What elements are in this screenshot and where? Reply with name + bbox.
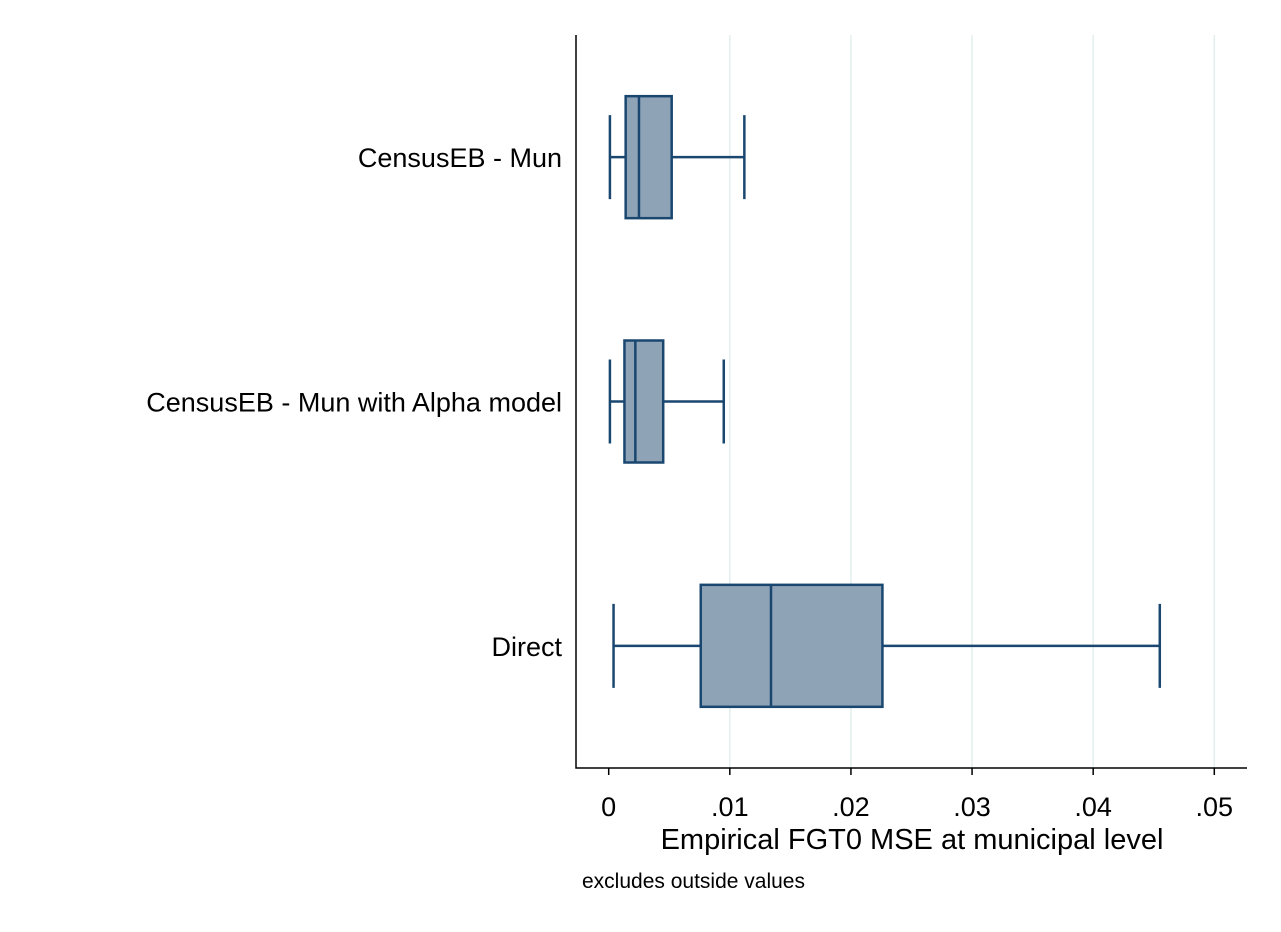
x-tick-label: .04 (1074, 792, 1112, 822)
x-tick-label: 0 (601, 792, 616, 822)
x-tick-label: .03 (953, 792, 991, 822)
iqr-box (699, 583, 884, 709)
category-label: CensusEB - Mun (358, 143, 562, 173)
axis-frame (575, 35, 1247, 769)
box-series (608, 94, 1162, 709)
category-label: Direct (491, 632, 562, 662)
category-label: CensusEB - Mun with Alpha model (146, 388, 562, 418)
iqr-box (624, 94, 673, 220)
x-axis-ticks: 0 .01 .02 .03 .04 .05 (601, 768, 1233, 822)
box-1 (608, 94, 746, 220)
x-tick-label: .02 (832, 792, 870, 822)
x-tick-label: .01 (711, 792, 749, 822)
category-labels: CensusEB - Mun CensusEB - Mun with Alpha … (146, 143, 562, 662)
axes (575, 35, 1247, 769)
box-3 (612, 583, 1162, 709)
x-axis-label: Empirical FGT0 MSE at municipal level (661, 824, 1164, 856)
box-2 (608, 339, 726, 464)
iqr-box (623, 339, 665, 464)
x-tick-label: .05 (1196, 792, 1234, 822)
chart-note: excludes outside values (582, 870, 805, 893)
